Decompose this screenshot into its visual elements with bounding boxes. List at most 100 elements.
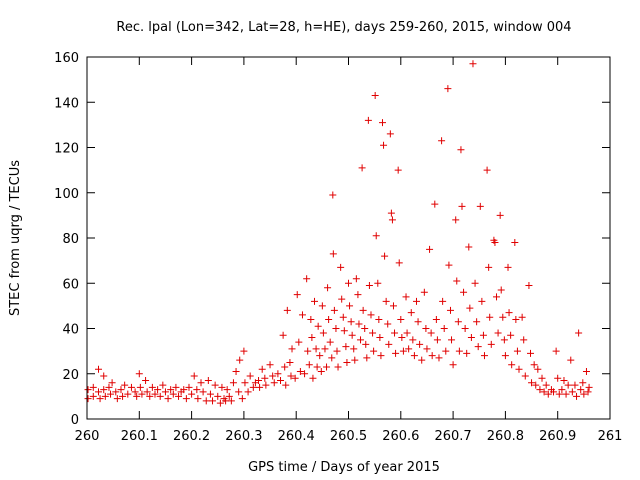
data-point [377, 352, 385, 360]
y-tick-label: 40 [62, 323, 79, 338]
data-point [107, 390, 115, 398]
data-point [474, 343, 482, 351]
data-point [457, 146, 465, 154]
data-point [311, 297, 319, 305]
x-tick-label: 260.9 [539, 429, 576, 444]
data-point [351, 356, 359, 364]
data-point [423, 345, 431, 353]
data-point [445, 261, 453, 269]
x-tick-label: 260.7 [434, 429, 471, 444]
data-point [133, 392, 141, 400]
data-point [395, 259, 403, 267]
axis-ticks: 260 260.1 260.2 260.3 260.4 260.5 260.6 260.7 26… [54, 51, 622, 444]
data-point [240, 347, 248, 355]
data-point [343, 358, 351, 366]
data-point [448, 336, 456, 344]
data-point [281, 363, 289, 371]
data-point [119, 392, 127, 400]
data-point [562, 390, 570, 398]
data-point [558, 386, 566, 394]
data-point [182, 395, 190, 403]
data-point [376, 334, 384, 342]
data-point [538, 374, 546, 382]
data-point [363, 354, 371, 362]
data-point [449, 361, 457, 369]
data-point [439, 297, 447, 305]
data-point [258, 365, 266, 373]
data-point [159, 381, 167, 389]
data-point [391, 329, 399, 337]
data-point [540, 388, 548, 396]
data-point [340, 327, 348, 335]
data-point [500, 336, 508, 344]
data-point [487, 340, 495, 348]
data-point [326, 338, 334, 346]
data-point [347, 318, 355, 326]
y-tick-label: 100 [54, 187, 79, 202]
data-point [432, 315, 440, 323]
data-point [497, 286, 505, 294]
data-point [412, 297, 420, 305]
data-point [582, 367, 590, 375]
data-point [567, 356, 575, 364]
data-point [194, 395, 202, 403]
data-point [528, 379, 536, 387]
data-point [473, 318, 481, 326]
data-point [435, 354, 443, 362]
data-point [316, 352, 324, 360]
data-point [352, 275, 360, 283]
data-point [313, 363, 321, 371]
data-point [287, 372, 295, 380]
data-point [105, 383, 113, 391]
data-point [95, 388, 103, 396]
data-point [571, 381, 579, 389]
data-point [446, 306, 454, 314]
data-point [428, 352, 436, 360]
data-point [501, 352, 509, 360]
data-point [329, 250, 337, 258]
data-point [333, 347, 341, 355]
data-point [232, 367, 240, 375]
data-point [332, 325, 340, 332]
data-point [392, 349, 400, 357]
data-point [108, 379, 116, 387]
data-point [169, 390, 177, 398]
data-point [325, 315, 333, 323]
data-point [418, 356, 426, 364]
data-point [328, 354, 336, 362]
data-point [269, 372, 277, 380]
data-point [135, 370, 143, 378]
data-point [386, 130, 394, 138]
data-point [433, 336, 441, 344]
data-point [113, 395, 121, 403]
data-point [112, 388, 120, 396]
data-point [403, 329, 411, 337]
data-point [463, 349, 471, 357]
data-point [515, 365, 523, 373]
data-point [573, 392, 581, 400]
chart-title: Rec. lpal (Lon=342, Lat=28, h=HE), days … [116, 20, 571, 35]
x-tick-label: 260.6 [382, 429, 419, 444]
data-point [478, 297, 486, 305]
data-point [480, 352, 488, 360]
data-point [552, 347, 560, 355]
data-point [370, 347, 378, 355]
x-tick-label: 260.3 [225, 429, 262, 444]
data-point [303, 275, 311, 283]
data-point [485, 263, 493, 271]
data-point [387, 209, 395, 217]
data-point [550, 388, 558, 396]
data-point [374, 279, 382, 287]
data-point [354, 291, 362, 299]
y-tick-label: 120 [54, 142, 79, 157]
data-point [382, 297, 390, 305]
data-point [414, 318, 422, 326]
data-point [142, 377, 150, 385]
data-point [453, 277, 461, 285]
data-point [338, 295, 346, 303]
data-point [465, 243, 473, 251]
data-point [496, 211, 504, 219]
data-point [211, 381, 219, 389]
data-point [249, 383, 257, 391]
data-point [388, 216, 396, 224]
